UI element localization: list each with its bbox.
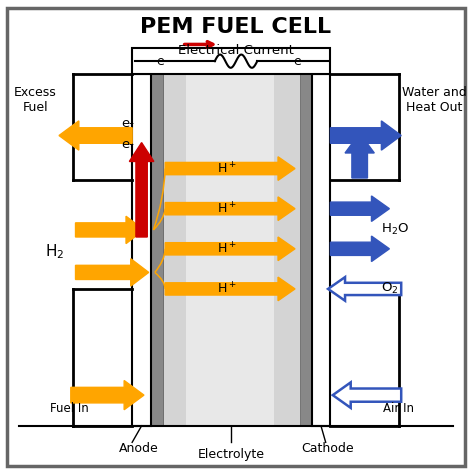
Text: e-: e- [121, 117, 134, 130]
Bar [132, 74, 151, 426]
Bar [163, 74, 300, 426]
Polygon shape [59, 121, 132, 150]
Text: Water and
Heat Out: Water and Heat Out [402, 86, 466, 114]
Polygon shape [330, 196, 390, 221]
Polygon shape [129, 143, 154, 237]
Bar [311, 74, 330, 426]
Text: Electrolyte: Electrolyte [198, 447, 265, 461]
Bar [132, 48, 330, 74]
Text: e-: e- [121, 138, 134, 152]
Polygon shape [165, 237, 295, 261]
Text: Anode: Anode [119, 442, 159, 455]
Text: H$^+$: H$^+$ [217, 281, 237, 297]
Text: Air In: Air In [383, 402, 414, 415]
Text: H$^+$: H$^+$ [217, 241, 237, 256]
Polygon shape [330, 236, 390, 262]
Polygon shape [71, 381, 144, 410]
Text: O$_2$: O$_2$ [382, 282, 399, 296]
Polygon shape [165, 157, 295, 181]
Text: PEM FUEL CELL: PEM FUEL CELL [140, 17, 332, 37]
Text: Fuel In: Fuel In [51, 402, 89, 415]
Polygon shape [333, 383, 401, 408]
Polygon shape [345, 133, 374, 178]
Bar [151, 74, 163, 426]
Text: H$_2$: H$_2$ [45, 242, 64, 261]
Polygon shape [75, 259, 149, 286]
Text: H$^+$: H$^+$ [217, 161, 237, 176]
Bar [186, 74, 274, 426]
Polygon shape [330, 121, 401, 150]
Text: Cathode: Cathode [302, 442, 355, 455]
Text: H$_2$O: H$_2$O [382, 222, 410, 237]
Text: H$^+$: H$^+$ [217, 201, 237, 216]
Polygon shape [165, 197, 295, 220]
Bar [300, 74, 311, 426]
Text: e-: e- [293, 55, 306, 68]
Text: e-: e- [157, 55, 169, 68]
Text: Excess
Fuel: Excess Fuel [14, 86, 57, 114]
Polygon shape [328, 277, 401, 301]
Polygon shape [75, 216, 144, 244]
Polygon shape [165, 277, 295, 301]
Text: Electrical Current: Electrical Current [178, 44, 294, 57]
FancyBboxPatch shape [7, 8, 465, 466]
